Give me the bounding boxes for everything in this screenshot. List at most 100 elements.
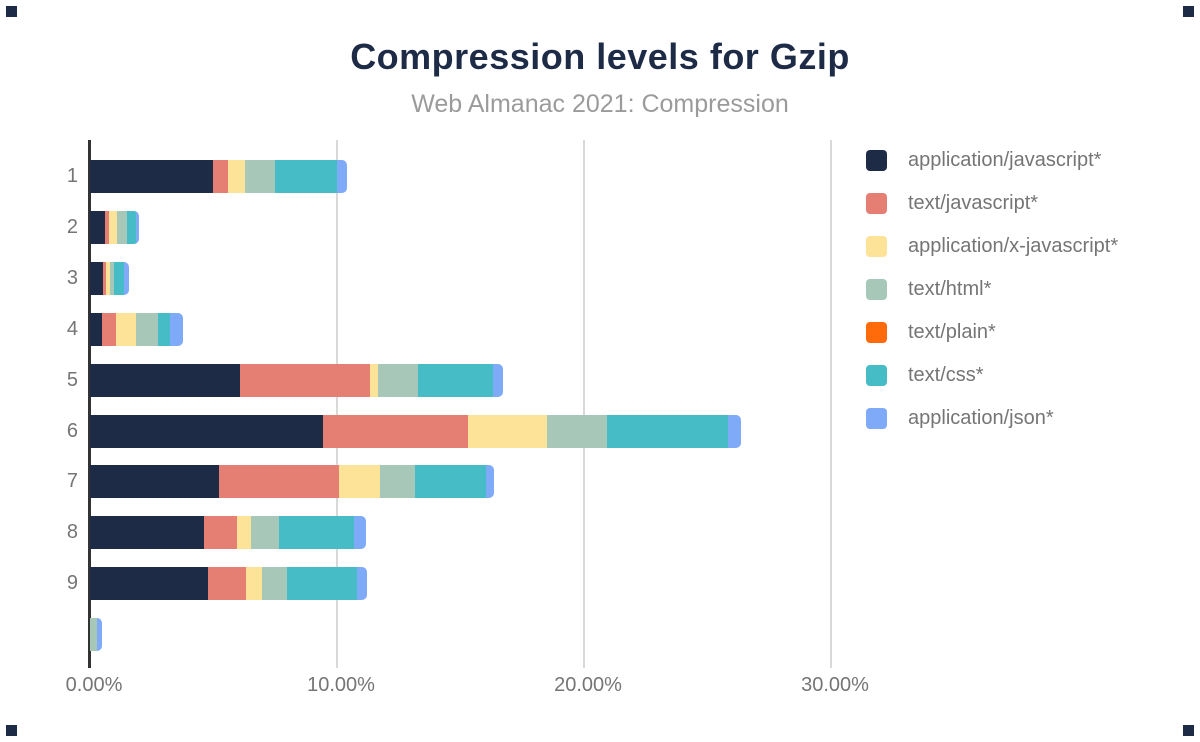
bar-segment-text-css[interactable] xyxy=(287,567,357,601)
bar-segment-text-javascript[interactable] xyxy=(103,261,107,295)
bar-segment-text-html[interactable] xyxy=(378,363,419,397)
legend-item-text-plain: text/plain* xyxy=(866,322,996,343)
legend-swatch xyxy=(866,279,887,300)
bar-segment-text-css[interactable] xyxy=(158,312,170,346)
bar-segment-text-css[interactable] xyxy=(279,516,355,550)
y-axis-label-3: 3 xyxy=(66,266,78,289)
gridline-20pct xyxy=(583,140,585,668)
y-axis-label-2: 2 xyxy=(66,215,78,238)
bar-segment-text-html[interactable] xyxy=(117,210,128,244)
bar-segment-text-css[interactable] xyxy=(606,414,728,448)
bar-segment-text-javascript[interactable] xyxy=(204,516,237,550)
corner-mark-bottom-left xyxy=(6,725,17,736)
bar-segment-application-x-javascript[interactable] xyxy=(339,465,380,499)
bar-segment-application-json[interactable] xyxy=(169,312,184,346)
bar-segment-application-json[interactable] xyxy=(493,363,503,397)
legend-swatch xyxy=(866,408,887,429)
bar-segment-application-x-javascript[interactable] xyxy=(245,567,262,601)
bar-segment-text-javascript[interactable] xyxy=(102,312,116,346)
bar-segment-application-json[interactable] xyxy=(136,210,139,244)
bar-segment-text-html[interactable] xyxy=(110,261,115,295)
bar-segment-text-html[interactable] xyxy=(250,516,280,550)
bar-segment-application-x-javascript[interactable] xyxy=(467,414,548,448)
legend-label: text/plain* xyxy=(908,321,996,343)
bar-segment-text-html[interactable] xyxy=(547,414,607,448)
legend-swatch xyxy=(866,365,887,386)
bar-segment-application-javascript[interactable] xyxy=(90,363,240,397)
bar-segment-text-css[interactable] xyxy=(274,160,337,193)
bar-segment-text-javascript[interactable] xyxy=(323,414,468,448)
bar-segment-text-html[interactable] xyxy=(136,312,159,346)
legend-item-application-javascript: application/javascript* xyxy=(866,150,1101,171)
legend-label: application/x-javascript* xyxy=(908,235,1119,257)
bar-segment-application-x-javascript[interactable] xyxy=(236,516,251,550)
bar-row-level-3[interactable] xyxy=(90,261,129,295)
bar-segment-application-javascript[interactable] xyxy=(90,312,103,346)
bar-segment-application-javascript[interactable] xyxy=(90,261,104,295)
bar-segment-text-css[interactable] xyxy=(127,210,137,244)
bar-segment-text-html[interactable] xyxy=(261,567,288,601)
legend-swatch xyxy=(866,322,887,343)
bar-segment-text-javascript[interactable] xyxy=(104,210,109,244)
y-axis-line xyxy=(88,140,91,668)
x-tick-label-20: 20.00% xyxy=(554,674,622,696)
legend-label: application/javascript* xyxy=(908,149,1102,171)
bar-segment-application-x-javascript[interactable] xyxy=(369,363,379,397)
bar-segment-application-javascript[interactable] xyxy=(90,567,209,601)
bar-segment-application-javascript[interactable] xyxy=(90,414,324,448)
bar-segment-application-json[interactable] xyxy=(485,465,494,499)
bar-segment-application-javascript[interactable] xyxy=(90,210,105,244)
bar-row-level-1[interactable] xyxy=(90,160,347,193)
legend-swatch xyxy=(866,236,887,257)
y-axis-label-9: 9 xyxy=(66,572,78,595)
chart-subtitle: Web Almanac 2021: Compression xyxy=(411,90,789,118)
bar-segment-text-javascript[interactable] xyxy=(208,567,246,601)
x-tick-label-0: 0.00% xyxy=(65,674,123,696)
bar-segment-text-html[interactable] xyxy=(379,465,416,499)
bar-segment-application-json[interactable] xyxy=(356,567,368,601)
bar-segment-application-javascript[interactable] xyxy=(90,516,205,550)
bar-row-level-9[interactable] xyxy=(90,567,368,601)
bar-segment-application-x-javascript[interactable] xyxy=(106,261,111,295)
bar-segment-application-javascript[interactable] xyxy=(90,160,213,193)
y-axis-label-4: 4 xyxy=(66,317,78,340)
bar-segment-application-json[interactable] xyxy=(727,414,742,448)
bar-segment-text-html[interactable] xyxy=(245,160,275,193)
bar-segment-text-javascript[interactable] xyxy=(239,363,370,397)
gridline-10pct xyxy=(336,140,338,668)
bar-segment-application-javascript[interactable] xyxy=(90,465,220,499)
bar-segment-text-css[interactable] xyxy=(114,261,125,295)
legend-swatch xyxy=(866,193,887,214)
bar-segment-text-javascript[interactable] xyxy=(219,465,340,499)
x-tick-label-30: 30.00% xyxy=(801,674,869,696)
bar-segment-application-json[interactable] xyxy=(124,261,129,295)
legend-item-text-css: text/css* xyxy=(866,365,984,386)
legend-item-application-x-javascript: application/x-javascript* xyxy=(866,236,1118,257)
legend-item-application-json: application/json* xyxy=(866,408,1054,429)
bar-segment-text-css[interactable] xyxy=(418,363,494,397)
bar-segment-application-json[interactable] xyxy=(97,618,102,652)
bar-row-level-2[interactable] xyxy=(90,210,139,244)
bar-row-level-4[interactable] xyxy=(90,312,184,346)
bar-segment-application-x-javascript[interactable] xyxy=(108,210,118,244)
y-axis-label-1: 1 xyxy=(66,165,78,187)
bar-segment-text-javascript[interactable] xyxy=(212,160,228,193)
bar-row-level-6[interactable] xyxy=(90,414,742,448)
y-axis-label-7: 7 xyxy=(66,470,78,493)
bar-segment-text-css[interactable] xyxy=(415,465,486,499)
bar-segment-application-json[interactable] xyxy=(354,516,367,550)
bar-row-level-8[interactable] xyxy=(90,516,367,550)
bar-row-level-blank[interactable] xyxy=(90,618,102,652)
bar-row-level-7[interactable] xyxy=(90,465,494,499)
legend-item-text-javascript: text/javascript* xyxy=(866,193,1038,214)
legend-label: application/json* xyxy=(908,407,1054,429)
bar-segment-text-html[interactable] xyxy=(90,618,98,652)
bar-segment-application-json[interactable] xyxy=(336,160,347,193)
bar-row-level-5[interactable] xyxy=(90,363,503,397)
bar-segment-application-x-javascript[interactable] xyxy=(115,312,137,346)
legend-label: text/javascript* xyxy=(908,192,1039,214)
bar-segment-application-x-javascript[interactable] xyxy=(227,160,246,193)
corner-mark-bottom-right xyxy=(1183,725,1194,736)
